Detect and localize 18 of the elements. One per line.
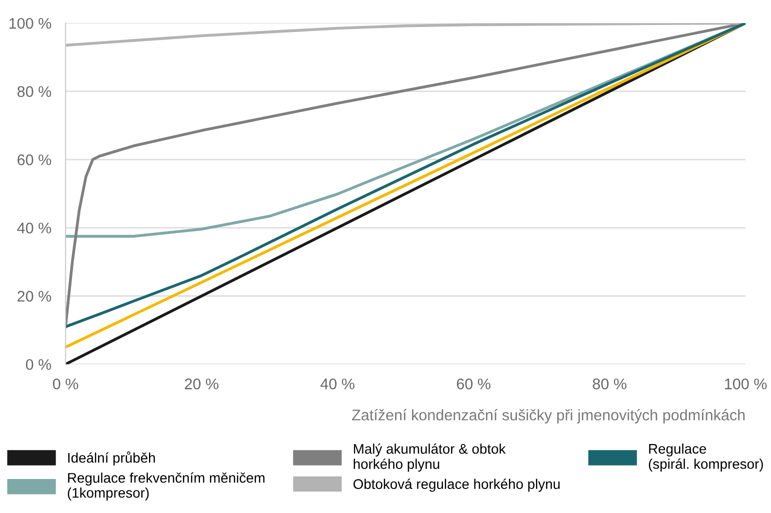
x-tick-label: 100 % [725, 378, 767, 390]
legend-label: Regulace (spirál. kompresor) [648, 444, 763, 472]
legend-label: Ideální průběh [68, 451, 155, 466]
y-tick-label: 100 % [9, 18, 52, 29]
x-tick-label: 20 % [184, 378, 218, 390]
y-tick-label: 20 % [18, 290, 52, 302]
y-tick-label: 80 % [17, 86, 52, 97]
legend-label: Obtoková regulace horkého plynu [353, 478, 560, 492]
y-tick-label: 0 % [26, 359, 52, 370]
legend-label: Regulace frekvenčním měničem (1kompresor) [68, 472, 264, 500]
y-tick-label: 40 % [17, 222, 52, 234]
x-tick-label: 0 % [52, 378, 78, 390]
x-axis-title: Zatížení kondenzační sušičky při jmenovitých podmínkách [352, 409, 745, 424]
x-tick-label: 80 % [592, 378, 626, 390]
x-tick-label: 60 % [456, 378, 490, 390]
x-tick-label: 40 % [320, 378, 354, 390]
legend-label: Malý akumulátor & obtok horkého plynu [354, 443, 506, 472]
y-tick-label: 60 % [18, 154, 52, 166]
